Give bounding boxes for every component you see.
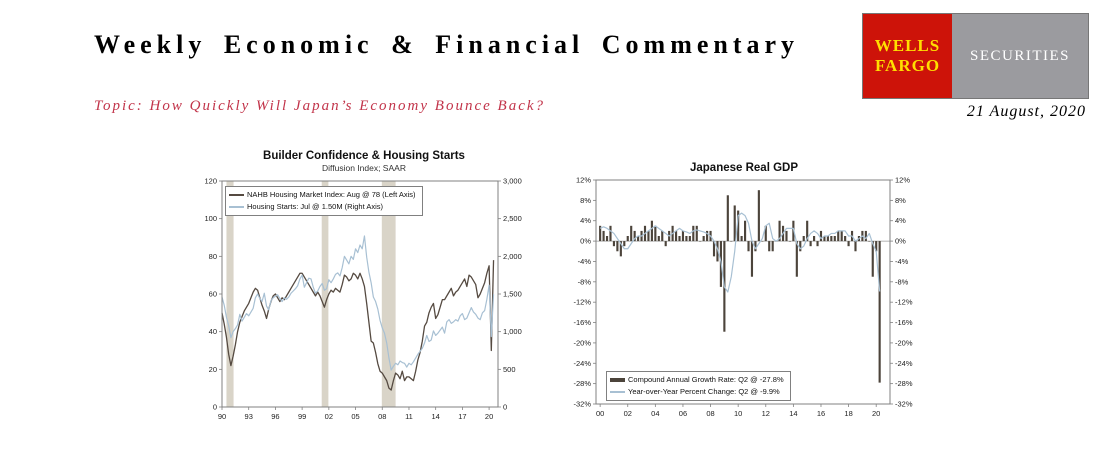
y-axis-label: -20%: [895, 338, 913, 347]
y-axis-label: -28%: [895, 379, 913, 388]
y-axis-label: 20: [209, 365, 217, 374]
y-axis-label: 1,000: [503, 327, 522, 336]
wells-fargo-logo: WELLS FARGO SECURITIES: [862, 13, 1089, 99]
chart-plot: 12% 8% 4% 0% -4% -8% -12% -16% -20% -24% -28% -32% 1…: [573, 176, 913, 419]
x-axis-label: 02: [624, 409, 632, 418]
y-axis-label: -4%: [895, 257, 909, 266]
securities-label: SECURITIES: [952, 14, 1088, 98]
y-axis-label: 0%: [580, 237, 591, 246]
x-axis-label: 11: [405, 412, 413, 421]
x-axis-label: 12: [762, 409, 770, 418]
legend-label: Housing Starts: Jul @ 1.50M (Right Axis): [247, 202, 383, 211]
line-series: [221, 260, 495, 391]
chart-title: Builder Confidence & Housing Starts: [263, 150, 465, 162]
y-axis-label: -8%: [578, 277, 592, 286]
chart-builder-confidence-housing-starts: Builder Confidence & Housing Starts Diff…: [198, 150, 530, 427]
y-axis-label: 80: [209, 252, 217, 261]
y-axis-label: 100: [204, 214, 217, 223]
y-axis-label: 0: [213, 403, 217, 412]
x-axis-label: 02: [325, 412, 333, 421]
page-title: Weekly Economic & Financial Commentary: [94, 30, 800, 59]
legend-swatch: [229, 194, 244, 196]
bar-series: [599, 190, 881, 383]
y-axis-label: 500: [503, 365, 516, 374]
x-axis-label: 10: [734, 409, 742, 418]
x-axis-label: 00: [596, 409, 604, 418]
legend-swatch: [610, 391, 625, 393]
recession-band: [321, 181, 329, 407]
chart-japanese-real-gdp: Japanese Real GDP 12% 8% 4% 0% -4% -8% -12% -16…: [566, 162, 922, 424]
y-axis-label: 4%: [895, 216, 906, 225]
x-axis-label: 17: [458, 412, 466, 421]
y-axis-label: -24%: [573, 359, 591, 368]
x-axis-label: 08: [706, 409, 714, 418]
y-axis-label: 40: [209, 327, 217, 336]
y-axis-label: 12%: [576, 176, 591, 185]
x-axis-label: 99: [298, 412, 306, 421]
chart-legend: NAHB Housing Market Index: Aug @ 78 (Lef…: [225, 186, 423, 216]
chart-canvas: 120 100 80 60 40 20 0 3,000 2,500 2,000 1,500 1,000…: [198, 175, 530, 427]
x-axis-label: 90: [218, 412, 226, 421]
x-axis-label: 14: [432, 412, 440, 421]
y-axis-label: -4%: [578, 257, 592, 266]
x-axis-label: 14: [789, 409, 797, 418]
x-axis-label: 08: [378, 412, 386, 421]
y-axis-label: -16%: [895, 318, 913, 327]
x-axis-label: 20: [872, 409, 880, 418]
y-axis-label: 60: [209, 290, 217, 299]
logo-wells-text: WELLS: [874, 35, 941, 55]
x-axis-label: 06: [679, 409, 687, 418]
y-axis-label: -16%: [573, 318, 591, 327]
y-axis-label: 8%: [580, 196, 591, 205]
legend-label: Year-over-Year Percent Change: Q2 @ -9.9…: [628, 387, 780, 396]
recession-band: [226, 181, 234, 407]
x-axis-label: 04: [651, 409, 659, 418]
recession-band: [381, 181, 396, 407]
y-axis-label: -28%: [573, 379, 591, 388]
x-axis-label: 18: [844, 409, 852, 418]
y-axis-label: 0%: [895, 237, 906, 246]
plot-border: [595, 179, 891, 405]
y-axis-label: 2,500: [503, 214, 522, 223]
chart-subtitle: Diffusion Index; SAAR: [322, 163, 406, 173]
x-axis-label: 05: [351, 412, 359, 421]
y-axis-label: -32%: [895, 400, 913, 409]
y-axis-label: -20%: [573, 338, 591, 347]
logo-fargo-text: FARGO: [874, 56, 941, 75]
y-axis-label: 120: [204, 177, 217, 186]
line-series: [221, 235, 495, 371]
y-axis-label: 12%: [895, 176, 910, 185]
chart-legend: Compound Annual Growth Rate: Q2 @ -27.8%…: [606, 371, 791, 401]
y-axis-label: -12%: [895, 298, 913, 307]
x-axis-label: 96: [271, 412, 279, 421]
y-axis-label: -32%: [573, 400, 591, 409]
legend-label: NAHB Housing Market Index: Aug @ 78 (Lef…: [247, 190, 416, 199]
y-axis-label: 4%: [580, 216, 591, 225]
legend-swatch: [610, 378, 625, 382]
y-axis-label: 1,500: [503, 290, 522, 299]
date-text: 21 August, 2020: [966, 103, 1086, 120]
line-series: [599, 212, 881, 293]
chart-plot: 120 100 80 60 40 20 0 3,000 2,500 2,000 1,500 1,000…: [204, 177, 522, 422]
wells-fargo-logo-box: WELLS FARGO: [863, 14, 952, 98]
y-axis-label: 2,000: [503, 252, 522, 261]
x-axis-label: 16: [817, 409, 825, 418]
chart-canvas: 12% 8% 4% 0% -4% -8% -12% -16% -20% -24% -28% -32% 1…: [566, 174, 922, 424]
topic-line: Topic: How Quickly Will Japan’s Economy …: [94, 98, 546, 114]
x-axis-label: 93: [245, 412, 253, 421]
x-axis-label: 20: [485, 412, 493, 421]
y-axis-label: -12%: [573, 298, 591, 307]
legend-label: Compound Annual Growth Rate: Q2 @ -27.8%: [628, 375, 784, 384]
y-axis-label: 3,000: [503, 177, 522, 186]
legend-swatch: [229, 206, 244, 208]
chart-title: Japanese Real GDP: [689, 162, 799, 174]
y-axis-label: 8%: [895, 196, 906, 205]
y-axis-label: -24%: [895, 359, 913, 368]
y-axis-label: -8%: [895, 277, 909, 286]
y-axis-label: 0: [503, 403, 507, 412]
